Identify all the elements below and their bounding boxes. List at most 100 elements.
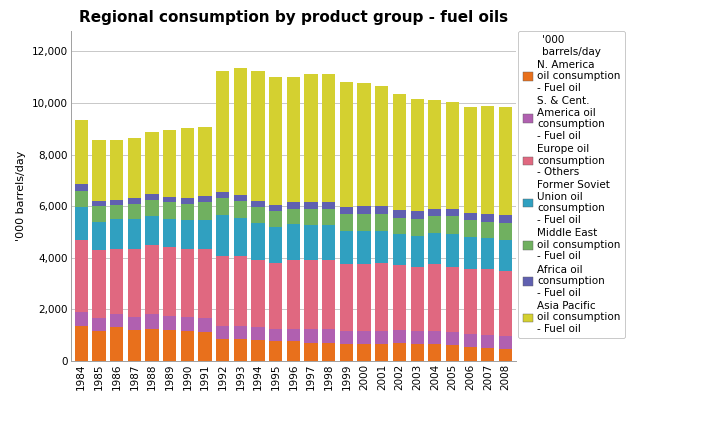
Bar [375, 214, 388, 231]
Bar [358, 331, 370, 344]
Bar [146, 315, 158, 329]
Bar [234, 201, 247, 218]
Bar [411, 331, 423, 344]
Bar [287, 224, 300, 260]
Bar [322, 329, 335, 343]
Bar [428, 344, 441, 361]
Bar [287, 209, 300, 224]
Bar [75, 207, 88, 240]
Bar [252, 260, 264, 327]
Bar [252, 201, 264, 207]
Bar [446, 235, 459, 267]
Bar [322, 343, 335, 361]
Bar [375, 344, 388, 361]
Bar [199, 220, 211, 249]
Bar [128, 219, 141, 249]
Bar [305, 209, 317, 225]
Bar [128, 138, 141, 198]
Bar [393, 330, 406, 343]
Bar [446, 102, 459, 209]
Bar [163, 330, 176, 361]
Bar [322, 202, 335, 209]
Bar [199, 333, 211, 361]
Bar [393, 343, 406, 361]
Bar [358, 264, 370, 331]
Bar [322, 225, 335, 260]
Bar [93, 250, 105, 318]
Bar [322, 74, 335, 202]
Bar [181, 204, 194, 220]
Bar [199, 196, 211, 202]
Bar [393, 94, 406, 210]
Bar [216, 215, 229, 257]
Bar [110, 205, 123, 219]
Bar [464, 220, 477, 237]
Bar [234, 218, 247, 257]
Bar [75, 191, 88, 207]
Bar [287, 260, 300, 329]
Bar [216, 257, 229, 326]
Bar [446, 216, 459, 235]
Title: Regional consumption by product group - fuel oils: Regional consumption by product group - … [79, 11, 508, 26]
Bar [340, 207, 353, 214]
Bar [234, 195, 247, 201]
Bar [93, 318, 105, 331]
Bar [93, 140, 105, 201]
Bar [305, 225, 317, 260]
Bar [464, 269, 477, 334]
Bar [499, 240, 512, 271]
Bar [464, 334, 477, 347]
Bar [146, 132, 158, 194]
Bar [464, 213, 477, 220]
Bar [146, 245, 158, 315]
Bar [128, 249, 141, 317]
Bar [181, 220, 194, 249]
Bar [411, 211, 423, 219]
Bar [358, 231, 370, 264]
Bar [110, 249, 123, 315]
Bar [128, 198, 141, 204]
Bar [287, 77, 300, 202]
Bar [393, 235, 406, 265]
Bar [234, 339, 247, 361]
Bar [146, 194, 158, 200]
Bar [252, 340, 264, 361]
Bar [375, 86, 388, 206]
Bar [340, 231, 353, 264]
Bar [499, 215, 512, 223]
Bar [287, 202, 300, 209]
Bar [340, 331, 353, 344]
Bar [110, 327, 123, 361]
Bar [393, 218, 406, 235]
Bar [146, 329, 158, 361]
Bar [216, 192, 229, 198]
Bar [340, 264, 353, 331]
Bar [411, 236, 423, 267]
Bar [181, 249, 194, 317]
Bar [269, 77, 282, 205]
Bar [358, 206, 370, 214]
Bar [110, 139, 123, 200]
Bar [181, 198, 194, 204]
Bar [163, 247, 176, 315]
Bar [322, 209, 335, 225]
Bar [287, 341, 300, 361]
Bar [393, 210, 406, 218]
Bar [428, 233, 441, 264]
Bar [75, 240, 88, 312]
Bar [216, 198, 229, 215]
Bar [75, 184, 88, 191]
Bar [375, 331, 388, 344]
Bar [481, 269, 494, 335]
Bar [163, 315, 176, 330]
Bar [446, 267, 459, 333]
Bar [340, 81, 353, 207]
Bar [340, 214, 353, 231]
Bar [481, 335, 494, 348]
Bar [464, 347, 477, 361]
Bar [305, 343, 317, 361]
Bar [75, 326, 88, 361]
Bar [375, 206, 388, 214]
Bar [199, 127, 211, 196]
Bar [499, 349, 512, 361]
